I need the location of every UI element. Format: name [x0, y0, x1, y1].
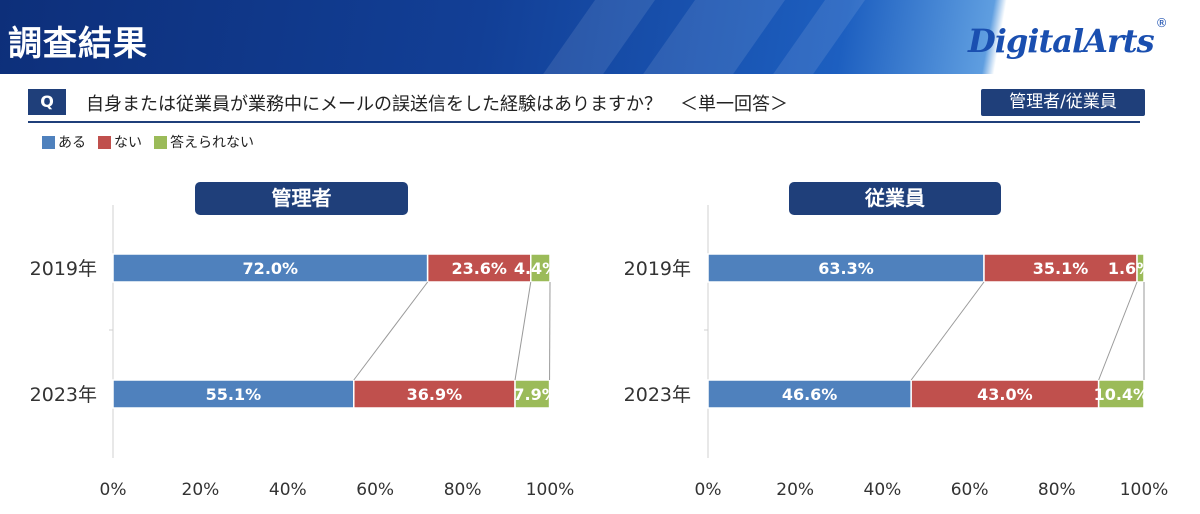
bar-segment [353, 379, 516, 409]
data-label: 72.0% [243, 259, 299, 278]
legend-label: ない [114, 135, 142, 151]
legend-item: ない [98, 132, 142, 152]
data-label: 63.3% [818, 259, 874, 278]
bar-segment [1097, 379, 1145, 409]
category-label: 2019年 [30, 258, 97, 280]
x-tick-label: 60% [356, 480, 394, 500]
x-tick-label: 20% [182, 480, 220, 500]
data-label: 35.1% [1033, 259, 1089, 278]
data-label: 36.9% [407, 385, 463, 404]
x-tick-label: 0% [100, 480, 127, 500]
data-label: 4.4% [514, 259, 558, 278]
header-band: 調査結果 [0, 0, 1200, 74]
data-label: 10.4% [1094, 385, 1150, 404]
bar-segment [707, 253, 985, 283]
digitalarts-logo: DigitalArts ® [968, 16, 1168, 66]
series-connector-line [910, 281, 985, 381]
x-tick-label: 60% [951, 480, 989, 500]
category-label: 2019年 [624, 258, 691, 280]
bar-segment [514, 379, 551, 409]
bar-segment [426, 253, 532, 283]
logo-registered-mark: ® [1155, 16, 1168, 30]
bar-segment [707, 379, 912, 409]
category-label: 2023年 [624, 384, 691, 406]
x-tick-label: 100% [1120, 480, 1169, 500]
legend-item: ある [42, 132, 86, 152]
x-tick-label: 40% [864, 480, 902, 500]
question-text: 自身または従業員が業務中にメールの誤送信をした経験はありますか？ ＜単一回答＞ [86, 94, 788, 115]
logo-text: DigitalArts [968, 22, 1155, 60]
question-row: Q 自身または従業員が業務中にメールの誤送信をした経験はありますか？ ＜単一回答… [28, 89, 1145, 123]
category-label: 2023年 [30, 384, 97, 406]
data-label: 55.1% [206, 385, 262, 404]
legend-item: 答えられない [154, 132, 254, 152]
data-label: 1.6% [1108, 259, 1152, 278]
data-label: 43.0% [977, 385, 1033, 404]
x-tick-label: 80% [444, 480, 482, 500]
legend-swatch [98, 135, 111, 149]
data-label: 7.9% [513, 385, 557, 404]
series-connector-line [353, 281, 429, 381]
legend-label: 答えられない [170, 135, 254, 151]
x-tick-label: 80% [1038, 480, 1076, 500]
panel-title-managers: 管理者 [195, 182, 408, 215]
x-tick-label: 20% [776, 480, 814, 500]
panel-title-employees: 従業員 [789, 182, 1001, 215]
bar-segment [1136, 253, 1145, 283]
x-tick-label: 100% [526, 480, 575, 500]
data-label: 46.6% [782, 385, 838, 404]
data-label: 23.6% [451, 259, 507, 278]
legend-swatch [154, 135, 167, 149]
respondent-badge: 管理者/従業員 [981, 89, 1145, 116]
x-tick-label: 40% [269, 480, 307, 500]
x-tick-label: 0% [695, 480, 722, 500]
bar-segment [910, 379, 1100, 409]
series-connector-line [514, 281, 532, 381]
legend-label: ある [58, 135, 86, 151]
bar-segment [530, 253, 551, 283]
page-title: 調査結果 [8, 24, 148, 64]
legend-swatch [42, 135, 55, 149]
question-badge: Q [28, 89, 66, 115]
chart-legend: ある ない 答えられない [42, 132, 254, 152]
bar-segment [983, 253, 1138, 283]
series-connector-line [1098, 281, 1138, 381]
